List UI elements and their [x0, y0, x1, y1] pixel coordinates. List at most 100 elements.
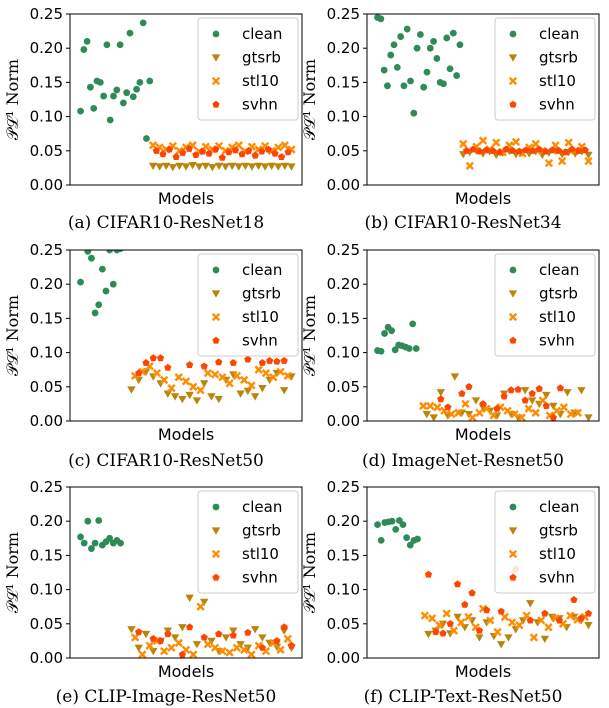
- plot-area: [77, 19, 296, 172]
- data-point-gtsrb: [250, 393, 260, 401]
- data-point-stl10: [174, 373, 183, 382]
- data-point-clean: [106, 250, 114, 254]
- y-tick-label: 0.10: [30, 581, 63, 599]
- data-point-gtsrb: [199, 598, 209, 607]
- data-point-stl10: [442, 609, 451, 618]
- data-point-clean: [100, 92, 108, 100]
- data-point-gtsrb: [214, 395, 223, 404]
- data-point-svhn: [577, 614, 585, 622]
- axes-frame: [69, 249, 303, 422]
- data-point-gtsrb: [267, 162, 276, 171]
- data-point-stl10: [426, 401, 435, 411]
- data-point-svhn: [548, 146, 556, 154]
- plot-area: [77, 250, 296, 405]
- data-point-svhn: [522, 146, 530, 154]
- data-point-gtsrb: [175, 162, 184, 171]
- data-point-gtsrb: [577, 387, 586, 395]
- data-point-clean: [380, 66, 388, 74]
- data-point-svhn: [229, 631, 237, 639]
- data-point-clean: [403, 534, 411, 542]
- y-tick-label: 0.15: [30, 546, 63, 564]
- data-point-gtsrb: [214, 162, 224, 171]
- data-point-gtsrb: [460, 624, 470, 632]
- data-point-stl10: [283, 634, 292, 643]
- y-tick-label: 0.25: [30, 5, 63, 23]
- data-point-svhn: [172, 153, 180, 161]
- data-point-stl10: [454, 408, 463, 417]
- y-tick-label: 0.15: [30, 73, 63, 91]
- data-point-clean: [80, 539, 88, 547]
- data-point-clean: [91, 539, 99, 547]
- data-point-stl10: [435, 621, 444, 630]
- data-point-stl10: [544, 623, 553, 632]
- subfigure-caption: (a) CIFAR10-ResNet18: [68, 213, 264, 233]
- chart-panel-0: 0.00 0.05 0.10 0.15 0.20 0.25 clean gtsrb stl10 s…: [3, 5, 303, 233]
- legend-label-gtsrb: gtsrb: [242, 49, 281, 67]
- data-point-gtsrb: [162, 162, 171, 171]
- legend-marker-svhn: [212, 336, 220, 344]
- legend-label-gtsrb: gtsrb: [539, 522, 578, 540]
- y-axis-label: 𝒫ℒ¹ Norm: [3, 532, 22, 613]
- data-point-stl10: [276, 367, 285, 376]
- data-point-clean: [84, 517, 92, 525]
- legend-label-clean: clean: [539, 25, 579, 43]
- data-point-svhn: [561, 148, 569, 156]
- data-point-gtsrb: [134, 644, 143, 652]
- data-point-clean: [119, 99, 127, 107]
- data-point-stl10: [511, 137, 521, 147]
- legend-marker-gtsrb: [211, 290, 221, 298]
- y-tick-label: 0.25: [327, 478, 360, 496]
- data-point-gtsrb: [178, 624, 187, 632]
- data-point-svhn: [258, 359, 266, 366]
- data-point-clean: [387, 51, 395, 59]
- data-point-svhn: [584, 609, 593, 617]
- y-tick-label: 0.15: [327, 73, 360, 91]
- legend-label-stl10: stl10: [242, 308, 279, 326]
- legend-marker-gtsrb: [211, 54, 221, 62]
- x-axis-label: Models: [158, 425, 214, 444]
- legend-marker-svhn: [509, 336, 517, 344]
- y-tick-label: 0.25: [327, 241, 360, 259]
- y-tick-label: 0.20: [30, 275, 63, 293]
- legend-marker-clean: [509, 503, 517, 511]
- data-point-clean: [113, 86, 121, 94]
- y-tick-label: 0.05: [327, 615, 360, 633]
- data-point-clean: [146, 77, 154, 85]
- data-point-gtsrb: [170, 393, 180, 401]
- data-point-clean: [143, 135, 150, 142]
- data-point-gtsrb: [496, 641, 506, 649]
- data-point-stl10: [478, 136, 488, 145]
- data-point-clean: [446, 65, 454, 73]
- chart-panel-1: 0.00 0.05 0.10 0.15 0.20 0.25 clean gtsrb stl10 s…: [300, 5, 600, 233]
- data-point-clean: [83, 37, 91, 45]
- data-point-stl10: [210, 370, 220, 379]
- data-point-stl10: [529, 633, 539, 642]
- data-point-stl10: [160, 375, 169, 385]
- data-point-gtsrb: [185, 391, 194, 400]
- data-point-stl10: [507, 618, 517, 627]
- data-point-clean: [377, 347, 385, 355]
- data-point-stl10: [232, 371, 242, 381]
- data-point-svhn: [493, 404, 501, 412]
- data-point-svhn: [479, 400, 487, 407]
- data-point-svhn: [245, 147, 253, 154]
- data-point-svhn: [258, 643, 266, 651]
- data-point-svhn: [555, 147, 563, 154]
- data-point-clean: [453, 72, 461, 79]
- data-point-stl10: [464, 612, 473, 622]
- data-point-clean: [126, 29, 134, 37]
- y-tick-label: 0.10: [30, 108, 63, 126]
- data-point-stl10: [557, 156, 567, 166]
- data-point-clean: [416, 31, 424, 38]
- data-point-stl10: [489, 411, 498, 420]
- legend-marker-gtsrb: [508, 54, 518, 62]
- data-point-gtsrb: [221, 634, 231, 642]
- data-point-gtsrb: [504, 634, 513, 642]
- data-point-stl10: [225, 379, 234, 388]
- y-tick-label: 0.20: [30, 39, 63, 57]
- legend-box: [197, 253, 299, 357]
- data-point-clean: [393, 63, 401, 71]
- y-tick-label: 0.20: [327, 275, 360, 293]
- data-point-gtsrb: [542, 391, 551, 400]
